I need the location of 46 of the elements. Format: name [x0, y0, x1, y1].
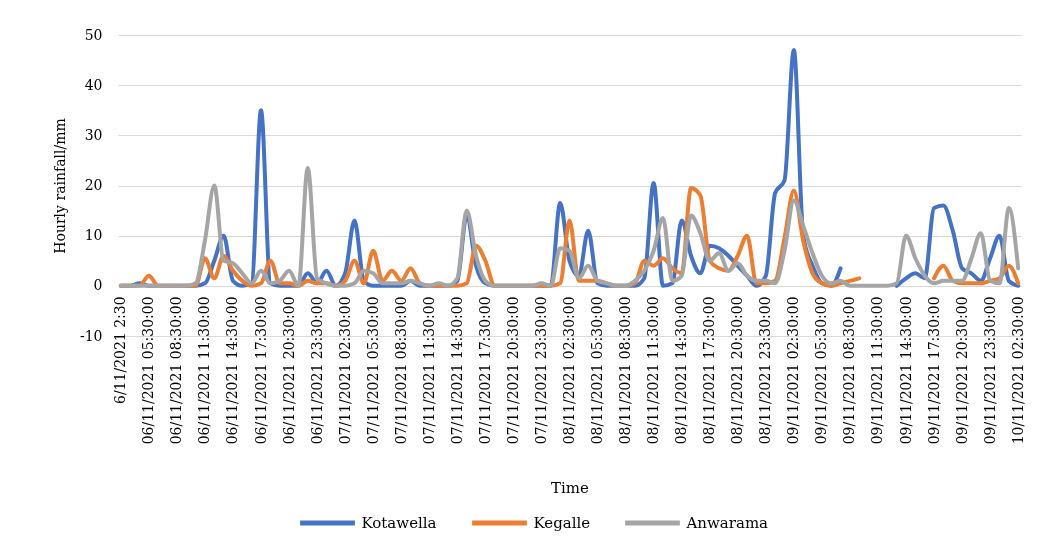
x-tick-label: 07/11/2021 23:30:00 [532, 296, 549, 445]
y-tick-label: 0 [93, 277, 103, 294]
y-tick-label: 10 [84, 227, 103, 244]
x-tick-label: 09/11/2021 05:30:00 [813, 296, 830, 445]
x-tick-label: 08/11/2021 02:30:00 [561, 296, 577, 445]
x-tick-label: 07/11/2021 14:30:00 [448, 296, 465, 445]
x-axis-title: Time [551, 479, 590, 498]
x-tick-label: 08/11/2021 08:30:00 [617, 296, 634, 445]
x-tick-label: 06/11/2021 20:30:00 [280, 296, 297, 445]
x-tick-label: 06/11/2021 23:30:00 [308, 296, 325, 445]
y-tick-label: 30 [84, 126, 103, 143]
line-series [118, 165, 1021, 288]
x-tick-label: 08/11/2021 23:30:00 [757, 296, 774, 445]
legend-label: Kegalle [533, 514, 591, 532]
x-tick-label: 10/11/2021 02:30:00 [1009, 296, 1026, 445]
x-tick-label: 06/11/2021 05:30:00 [140, 296, 157, 445]
x-tick-label: 06/11/2021 11:30:00 [196, 296, 213, 445]
y-tick-label: 20 [84, 177, 103, 193]
x-tick-label: 09/11/2021 02:30:00 [785, 296, 802, 445]
x-tick-label: 07/11/2021 05:30:00 [364, 296, 381, 445]
x-tick-label: 08/11/2021 17:30:00 [701, 296, 718, 445]
y-axis-title: Hourly rainfall/mm [51, 118, 68, 254]
x-tick-label: 08/11/2021 14:30:00 [673, 296, 690, 445]
x-tick-label: 06/11/2021 08:30:00 [168, 296, 185, 445]
x-tick-label: 07/11/2021 20:30:00 [504, 296, 521, 445]
x-tick-label: 09/11/2021 14:30:00 [897, 296, 914, 445]
x-tick-label: 07/11/2021 02:30:00 [336, 296, 353, 445]
y-tick-label: 50 [84, 26, 103, 43]
y-tick-label: 40 [84, 76, 103, 93]
x-tick-label: 08/11/2021 11:30:00 [645, 296, 662, 445]
x-tick-label: 09/11/2021 23:30:00 [981, 296, 998, 445]
x-tick-label: 09/11/2021 17:30:00 [925, 296, 942, 445]
x-tick-label: 06/11/2021 14:30:00 [224, 296, 241, 445]
x-tick-label: 07/11/2021 11:30:00 [420, 296, 437, 445]
x-tick-label: 07/11/2021 17:30:00 [476, 296, 493, 445]
legend-label: Anwarama [685, 514, 769, 532]
x-tick-label: 09/11/2021 20:30:00 [953, 296, 970, 445]
y-tick-label: -10 [79, 327, 103, 344]
x-tick-label: 06/11/2021 17:30:00 [252, 296, 269, 445]
legend-label: Kotawella [361, 514, 437, 532]
x-tick-label: 6/11/2021 2:30 [112, 296, 129, 405]
x-tick-label: 09/11/2021 08:30:00 [841, 296, 858, 445]
x-tick-label: 09/11/2021 11:30:00 [869, 296, 886, 445]
x-tick-label: 07/11/2021 08:30:00 [392, 296, 409, 445]
x-tick-label: 08/11/2021 20:30:00 [729, 296, 746, 445]
x-tick-label: 08/11/2021 05:30:00 [589, 296, 606, 445]
